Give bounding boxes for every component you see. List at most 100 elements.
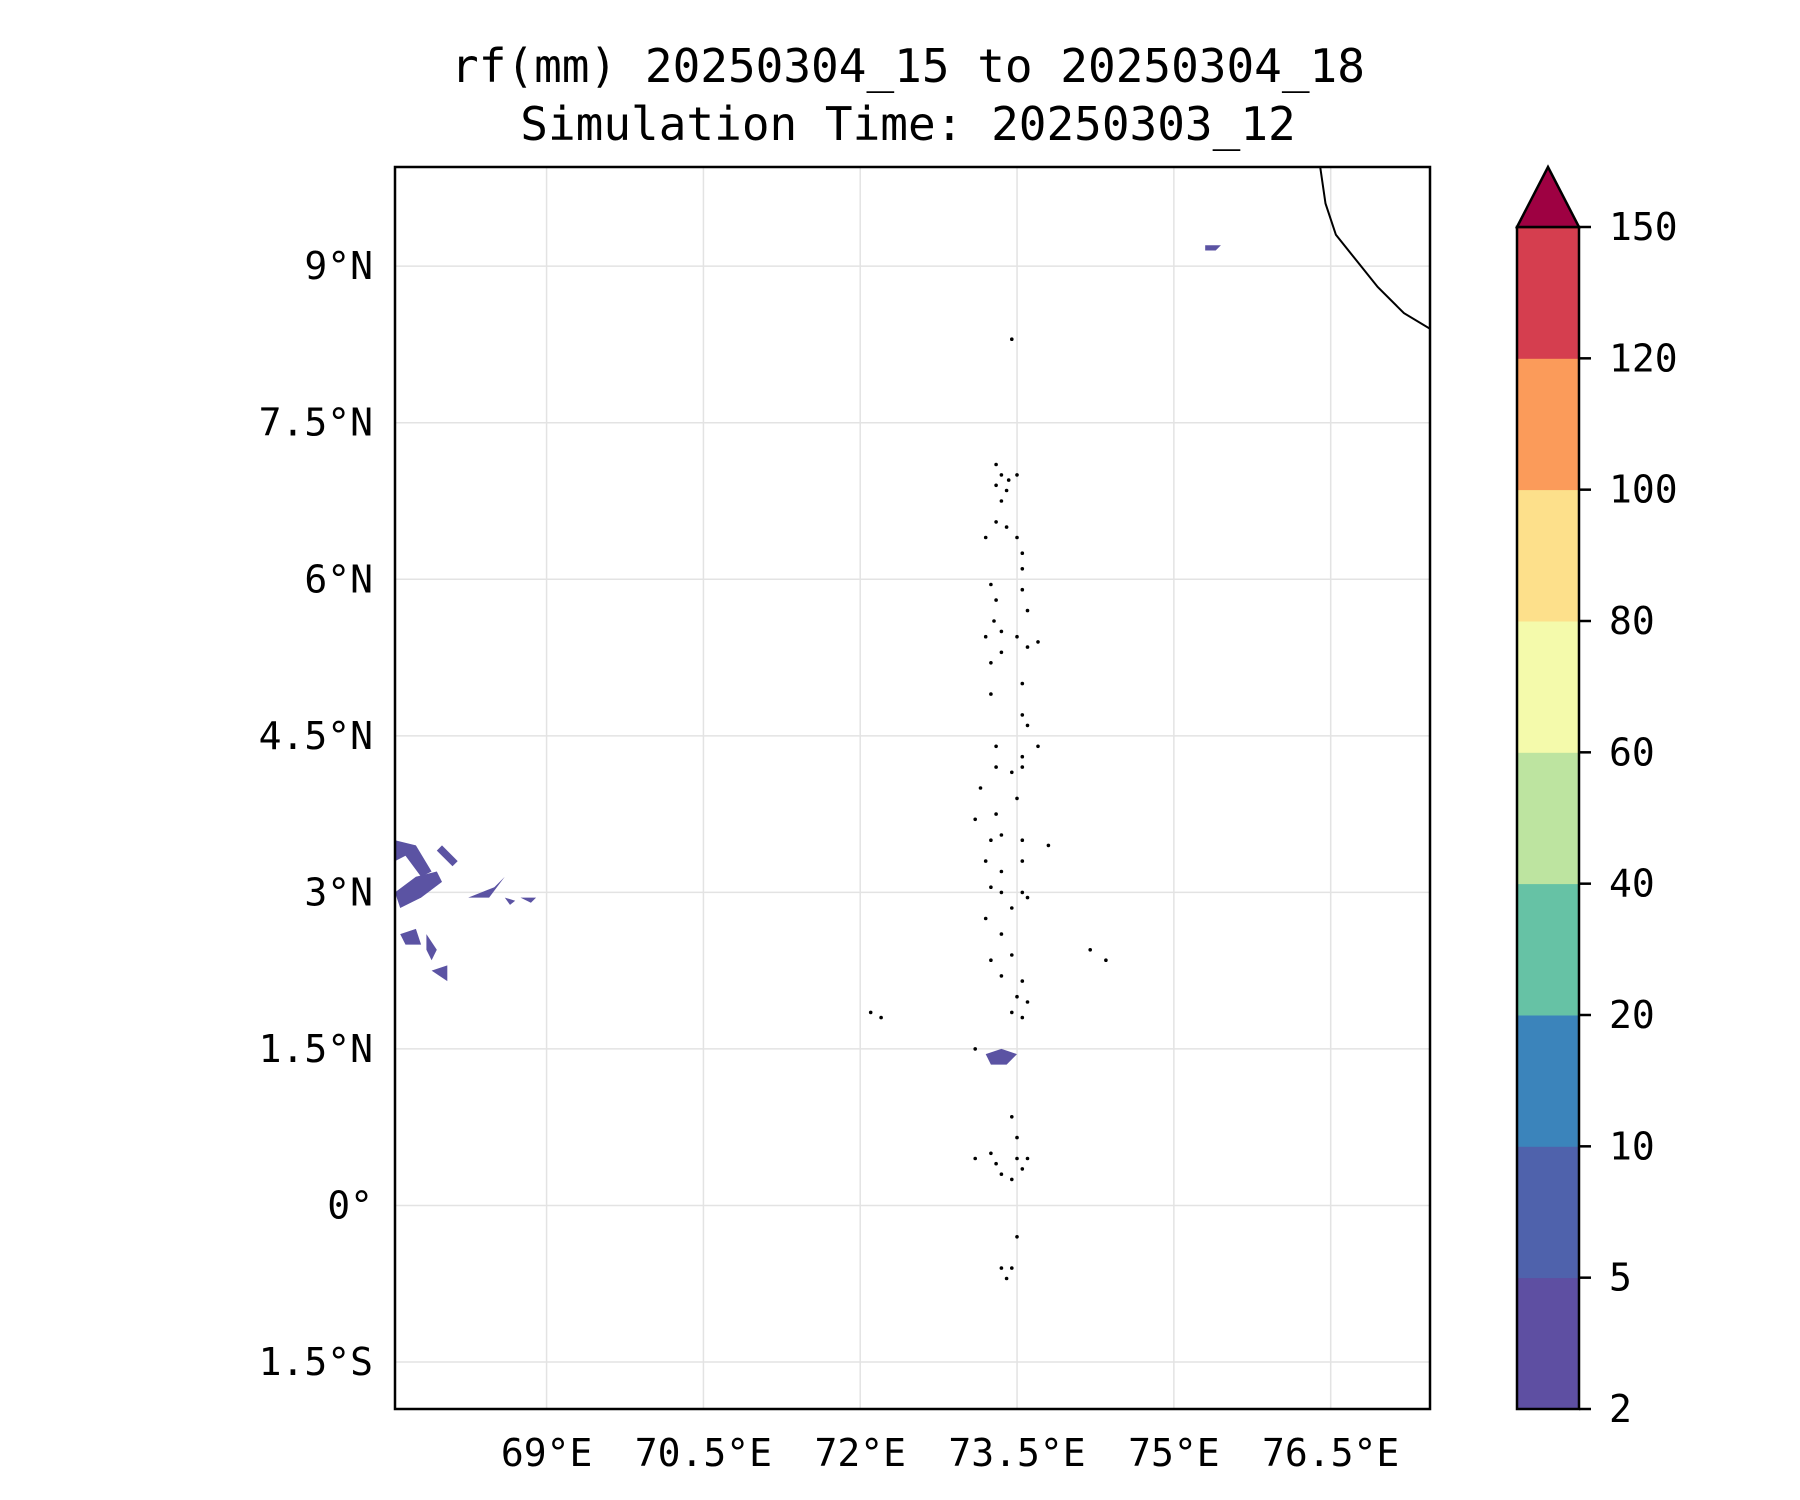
colorbar-segment — [1517, 883, 1579, 1016]
colorbar-segments — [1515, 225, 1581, 1411]
y-tick-label: 4.5°N — [259, 714, 373, 758]
coastline-layer — [868, 167, 1430, 1281]
island-marker — [1004, 488, 1009, 493]
island-marker — [978, 786, 983, 790]
island-marker — [1010, 1010, 1014, 1015]
colorbar-segment — [1517, 621, 1579, 753]
y-tick-label: 9°N — [304, 244, 373, 288]
island-marker — [999, 629, 1004, 634]
island-marker — [1020, 890, 1025, 895]
island-marker — [1010, 1115, 1014, 1119]
y-tick-label: 7.5°N — [259, 401, 373, 445]
x-tick-label: 69°E — [501, 1431, 593, 1475]
x-tick-label: 72°E — [814, 1431, 906, 1475]
island-marker — [989, 661, 993, 665]
rainfall-patch — [985, 1048, 1017, 1065]
island-marker — [983, 634, 988, 639]
colorbar-segment — [1517, 227, 1579, 359]
rainfall-layer — [395, 245, 1221, 1065]
island-marker — [989, 885, 993, 889]
colorbar-tick-label: 5 — [1609, 1256, 1632, 1300]
island-marker — [973, 1047, 977, 1051]
colorbar-tick-label: 120 — [1609, 336, 1678, 380]
island-marker — [983, 916, 988, 921]
island-marker — [994, 744, 998, 749]
colorbar-tick-label: 150 — [1609, 205, 1678, 249]
colorbar: 2 5 10 20 40 60 80 100 120 150 — [1514, 164, 1678, 1431]
island-marker — [1020, 713, 1025, 717]
rainfall-patch — [395, 840, 432, 877]
island-marker — [999, 890, 1004, 895]
x-tick-label: 76.5°E — [1262, 1431, 1399, 1475]
y-tick-label: 3°N — [304, 870, 373, 914]
island-marker — [994, 483, 998, 488]
island-marker — [1004, 525, 1009, 529]
island-marker — [879, 1015, 883, 1020]
x-tick-label: 70.5°E — [635, 1431, 772, 1475]
island-marker — [1010, 906, 1014, 910]
island-marker — [973, 1156, 977, 1161]
island-marker — [999, 650, 1004, 655]
island-marker — [1015, 1135, 1019, 1140]
y-tick-label: 0° — [327, 1183, 373, 1227]
rainfall-patch — [431, 965, 448, 982]
island-marker — [1015, 1235, 1019, 1239]
colorbar-segment — [1517, 752, 1579, 885]
plot-title-line2: Simulation Time: 20250303_12 — [520, 97, 1295, 151]
colorbar-tick-label: 10 — [1609, 1124, 1655, 1168]
island-marker — [1020, 587, 1025, 592]
rainfall-patch — [395, 871, 442, 908]
island-marker — [999, 499, 1004, 503]
island-marker — [999, 974, 1004, 978]
island-marker — [1020, 1167, 1025, 1171]
colorbar-segment — [1517, 1015, 1579, 1147]
rainfall-patch — [468, 876, 505, 898]
island-marker — [1020, 1015, 1025, 1020]
island-marker — [1015, 634, 1019, 639]
island-marker — [1025, 608, 1030, 613]
island-marker — [1015, 796, 1019, 801]
island-marker — [1025, 1000, 1030, 1004]
island-marker — [999, 833, 1004, 837]
x-tick-label: 75°E — [1128, 1431, 1220, 1475]
rainfall-patch — [1205, 245, 1221, 251]
island-marker — [1010, 1177, 1014, 1182]
island-marker — [1020, 859, 1025, 863]
gridlines — [395, 167, 1430, 1409]
colorbar-segment — [1517, 358, 1579, 491]
island-marker — [994, 765, 998, 769]
island-marker — [999, 932, 1004, 936]
island-marker — [994, 520, 998, 524]
island-marker — [999, 1266, 1004, 1270]
island-marker — [1020, 681, 1025, 686]
island-marker — [1036, 640, 1040, 644]
island-marker — [1020, 551, 1025, 555]
island-marker — [973, 817, 977, 822]
island-marker — [983, 535, 988, 540]
island-marker — [1015, 1156, 1019, 1161]
y-axis-ticks: 9°N 7.5°N 6°N 4.5°N 3°N 1.5°N 0° 1.5°S — [259, 244, 373, 1384]
map-panel: 69°E 70.5°E 72°E 73.5°E 75°E 76.5°E 9°N 7.5°N 6… — [259, 165, 1432, 1475]
island-marker — [1020, 838, 1025, 842]
island-marker — [994, 598, 998, 602]
island-marker — [1088, 948, 1092, 952]
island-marker — [999, 869, 1004, 874]
island-marker — [983, 859, 988, 863]
island-marker — [999, 1172, 1004, 1176]
island-marker — [1015, 994, 1019, 999]
colorbar-segment — [1517, 1277, 1579, 1410]
island-marker — [1025, 895, 1030, 900]
y-tick-label: 1.5°N — [259, 1027, 373, 1071]
colorbar-extend-arrow — [1514, 164, 1582, 229]
island-marker — [1046, 843, 1051, 848]
island-marker — [994, 812, 998, 816]
colorbar-tick-label: 100 — [1609, 468, 1678, 512]
island-marker — [1010, 1266, 1014, 1270]
island-marker — [868, 1010, 873, 1015]
colorbar-tick-label: 80 — [1609, 599, 1655, 643]
colorbar-tick-label: 60 — [1609, 730, 1655, 774]
island-marker — [989, 958, 993, 962]
y-tick-label: 1.5°S — [259, 1340, 373, 1384]
island-marker — [1020, 567, 1025, 571]
